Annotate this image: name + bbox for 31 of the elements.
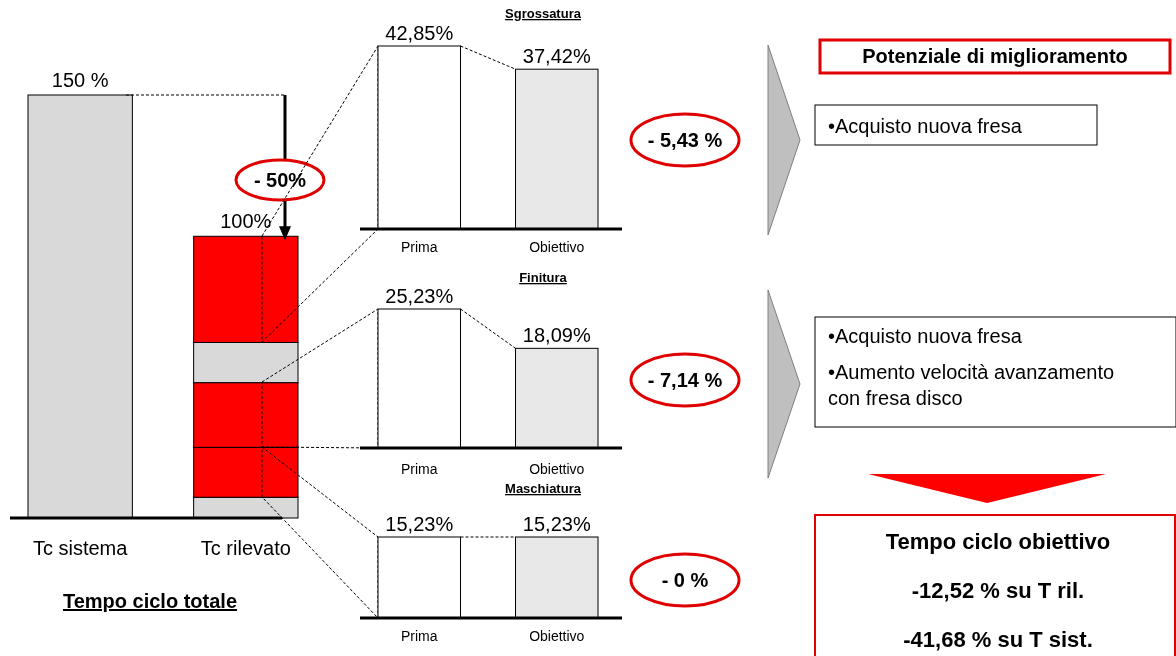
text: Potenziale di miglioramento <box>862 45 1128 67</box>
chart-title: Sgrossatura <box>505 6 582 21</box>
text: •Aumento velocità avanzamento con fresa disco <box>828 361 1115 409</box>
data-label: 15,23% <box>522 513 591 535</box>
annotation: - 50% <box>253 169 307 191</box>
annotation: 100% <box>220 210 272 233</box>
text: - 0 % <box>661 569 709 591</box>
data-label: 15,23% <box>385 513 454 535</box>
data-label: 25,23% <box>385 285 454 307</box>
text: - 7,14 % <box>647 369 723 391</box>
x-tick-label: Prima <box>400 461 438 477</box>
text: -41,68 % su T sist. <box>903 627 1093 652</box>
x-tick-label: Obiettivo <box>529 628 585 644</box>
text: Tempo ciclo obiettivo <box>885 529 1111 554</box>
x-tick-label: Obiettivo <box>529 239 585 255</box>
chart-title: Maschiatura <box>505 481 582 496</box>
text: •Acquisto nuova fresa <box>828 325 1023 347</box>
x-axis-title: Tempo ciclo totale <box>62 590 238 612</box>
x-tick-label: Obiettivo <box>529 461 585 477</box>
x-tick-label: Tc sistema <box>32 537 129 559</box>
data-label: 18,09% <box>522 324 591 347</box>
x-tick-label: Tc rilevato <box>200 537 291 559</box>
chart-title: Finitura <box>519 270 568 285</box>
text: -12,52 % su T ril. <box>911 578 1085 603</box>
annotation: 150 % <box>51 69 109 91</box>
data-label: 37,42% <box>522 45 591 68</box>
text: •Acquisto nuova fresa <box>828 115 1023 137</box>
data-label: 42,85% <box>385 22 454 44</box>
x-tick-label: Prima <box>400 239 438 255</box>
text: - 5,43 % <box>647 129 723 151</box>
x-tick-label: Prima <box>400 628 438 644</box>
